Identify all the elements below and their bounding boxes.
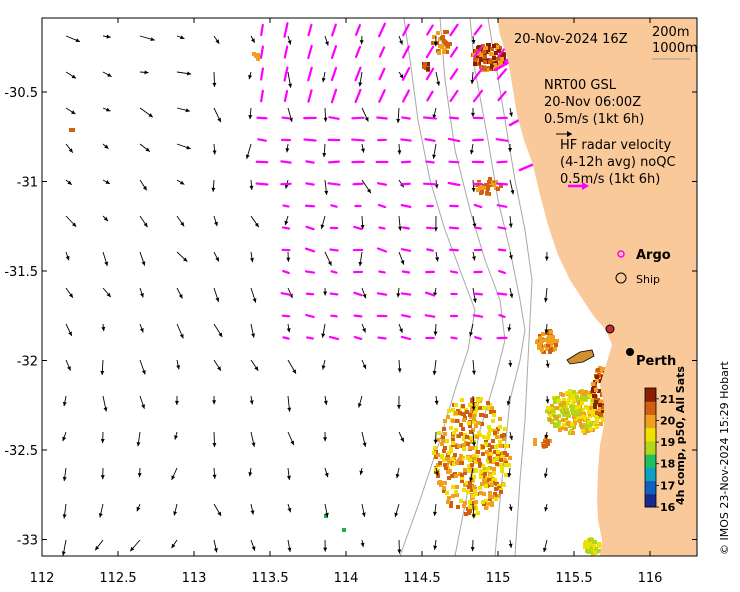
model-name-label: NRT00 GSL [544, 78, 617, 93]
colorbar-tick-label: 21 [660, 393, 675, 406]
credit-label: © IMOS 23-Nov-2024 15:29 Hobart [718, 361, 731, 555]
x-axis: 112 112.5 113 113.5 114 114.5 115 115.5 116 [30, 18, 663, 586]
ship-legend-icon [615, 272, 627, 284]
isobath-1000m-label: 1000m [652, 41, 698, 56]
colorbar-tick-label: 18 [660, 458, 675, 471]
y-tick-label: -32 [17, 355, 38, 370]
model-time-label: 20-Nov 06:00Z [544, 95, 641, 110]
isobath-200m-label: 200m [652, 25, 689, 40]
x-tick-label: 112 [30, 571, 55, 586]
argo-float-marker [605, 324, 615, 334]
y-axis: -30.5 -31 -31.5 -32 -32.5 -33 [4, 86, 697, 549]
plot-frame [41, 17, 698, 557]
hf-avg-label: (4-12h avg) noQC [560, 155, 676, 170]
model-scale-label: 0.5m/s (1kt 6h) [544, 112, 644, 127]
rottnest-island [566, 349, 595, 365]
colorbar-tick-label: 20 [660, 414, 676, 427]
y-tick-label: -30.5 [4, 86, 38, 101]
x-tick-label: 114.5 [403, 571, 440, 586]
ship-marker [626, 348, 634, 356]
argo-legend-label: Argo [636, 248, 671, 263]
colorbar-title: 4h comp, p50, All Sats [674, 366, 687, 505]
sst-colorbar: 21 20 19 18 17 16 [644, 387, 676, 514]
hf-scale-arrow [568, 182, 589, 190]
date-label: 20-Nov-2024 16Z [514, 32, 628, 47]
colorbar-tick-label: 16 [660, 501, 676, 514]
x-tick-label: 113 [182, 571, 207, 586]
colorbar-tick-label: 17 [660, 479, 675, 492]
argo-legend-icon [617, 250, 625, 258]
y-tick-label: -32.5 [4, 444, 38, 459]
y-tick-label: -31 [17, 176, 38, 191]
x-tick-label: 116 [638, 571, 663, 586]
hf-scale-label: 0.5m/s (1kt 6h) [560, 172, 660, 187]
x-tick-label: 113.5 [251, 571, 288, 586]
model-scale-arrow [556, 131, 572, 137]
hf-title-label: HF radar velocity [560, 138, 672, 153]
model-current-arrows [61, 34, 550, 556]
y-tick-label: -31.5 [4, 265, 38, 280]
city-label: Perth [636, 354, 676, 369]
x-tick-label: 112.5 [99, 571, 136, 586]
x-tick-label: 114 [334, 571, 359, 586]
x-tick-label: 115.5 [555, 571, 592, 586]
y-tick-label: -33 [17, 534, 38, 549]
x-tick-label: 115 [486, 571, 511, 586]
ship-legend-label: Ship [636, 273, 660, 286]
colorbar-tick-label: 19 [660, 436, 675, 449]
